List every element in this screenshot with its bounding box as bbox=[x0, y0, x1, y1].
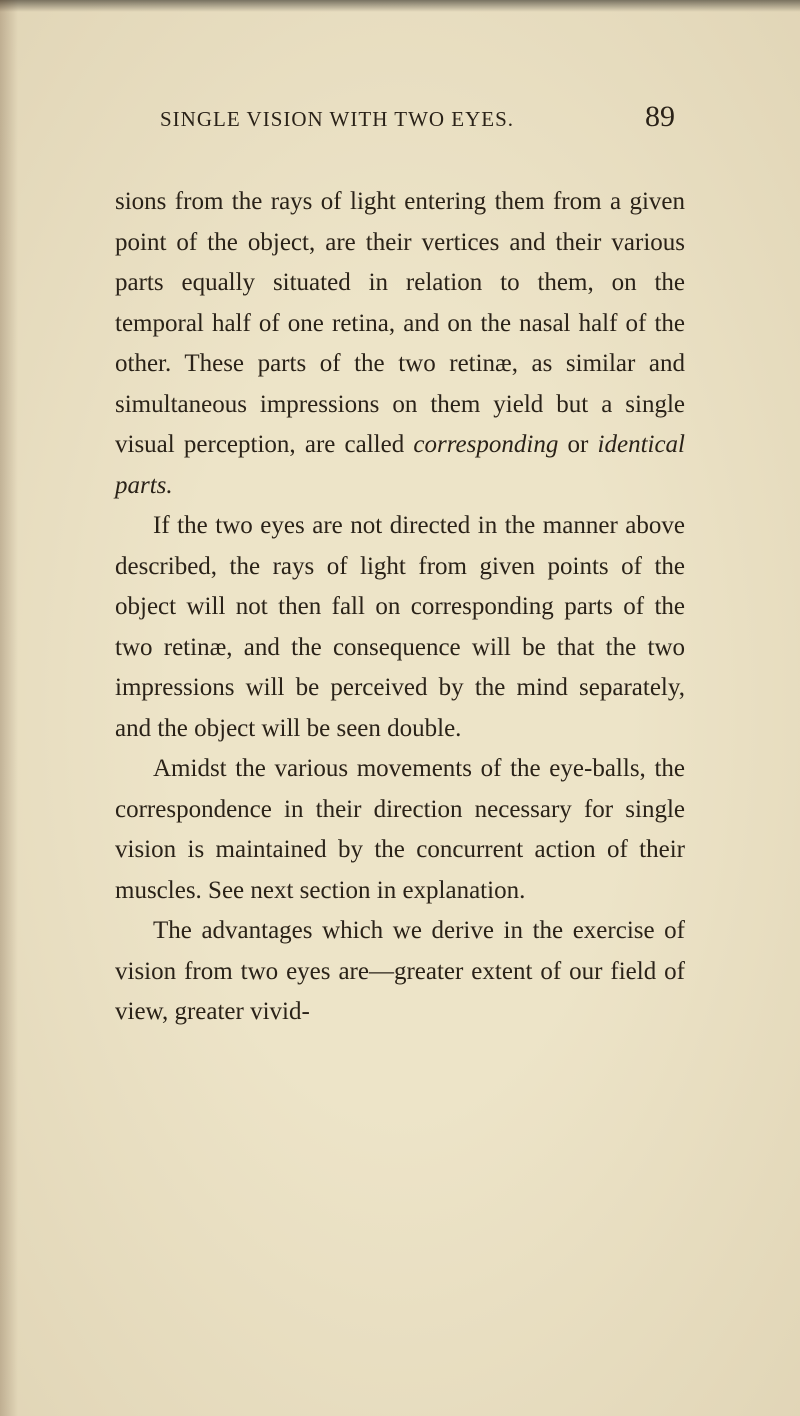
running-header: SINGLE VISION WITH TWO EYES. 89 bbox=[115, 100, 685, 134]
p1-text-pre: sions from the rays of light entering th… bbox=[115, 188, 685, 458]
page-content: SINGLE VISION WITH TWO EYES. 89 sions fr… bbox=[115, 100, 685, 1033]
p1-em1: corresponding bbox=[413, 431, 558, 458]
paragraph-1: sions from the rays of light entering th… bbox=[115, 182, 685, 506]
paragraph-3: Amidst the various movements of the eye-… bbox=[115, 749, 685, 911]
paragraph-4: The advantages which we derive in the ex… bbox=[115, 911, 685, 1033]
p1-text-mid: or bbox=[558, 431, 597, 458]
header-title: SINGLE VISION WITH TWO EYES. bbox=[160, 107, 514, 132]
page-left-shadow bbox=[0, 0, 18, 1416]
page-number: 89 bbox=[645, 100, 675, 134]
page-top-shadow bbox=[0, 0, 800, 12]
body-text: sions from the rays of light entering th… bbox=[115, 182, 685, 1033]
paragraph-2: If the two eyes are not directed in the … bbox=[115, 506, 685, 749]
